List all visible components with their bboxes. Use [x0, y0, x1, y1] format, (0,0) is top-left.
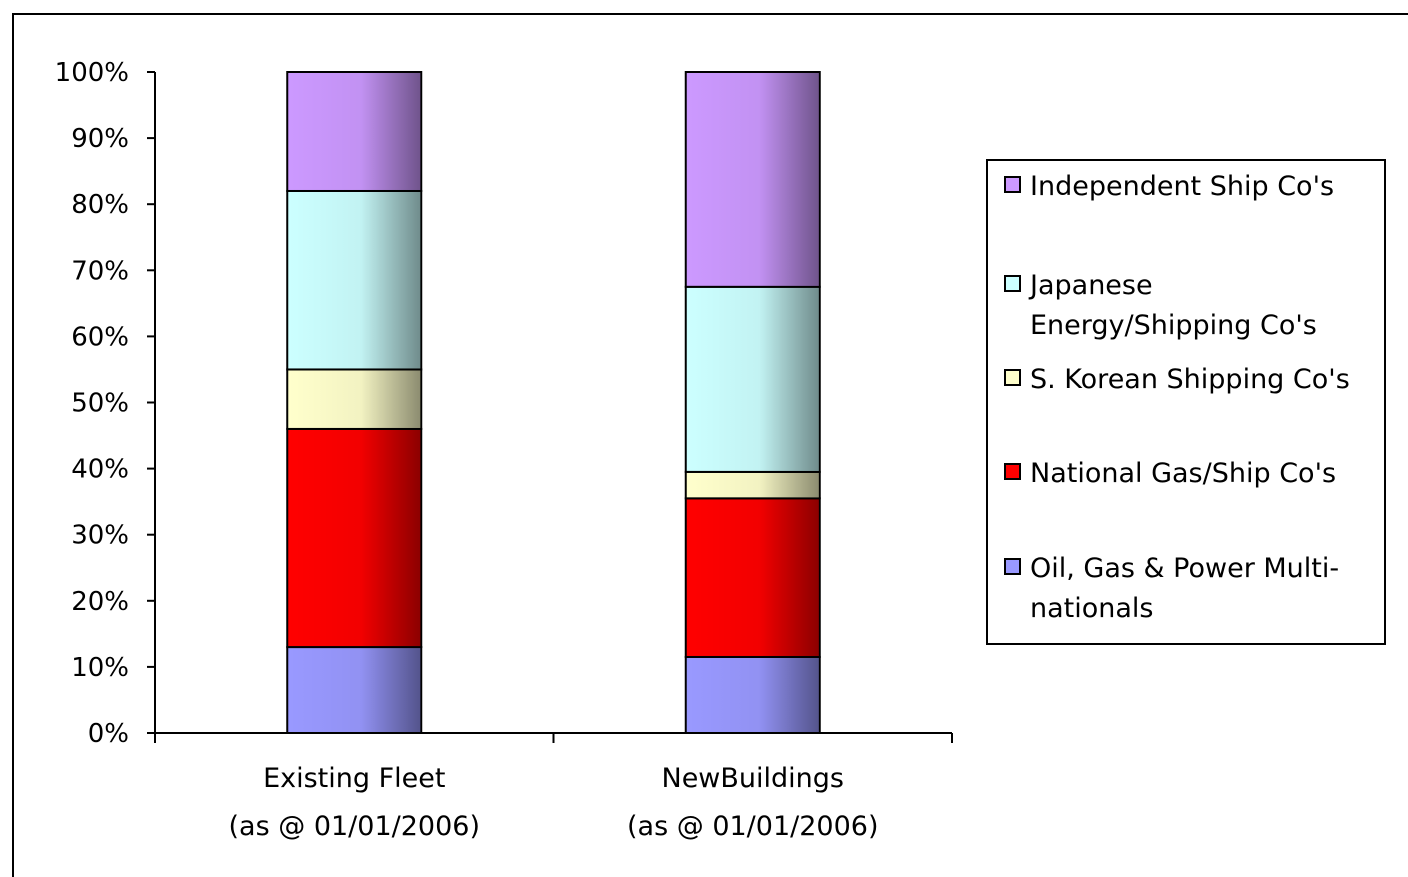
legend: Independent Ship Co's Japanese Energy/Ship…	[986, 159, 1386, 645]
bar-segment	[286, 646, 423, 735]
bar-segment	[684, 497, 821, 658]
bar-shade	[686, 499, 819, 656]
legend-item: Japanese Energy/Shipping Co's	[1004, 270, 1317, 341]
legend-label: Independent Ship Co's	[1030, 171, 1334, 202]
y-axis: 0% 10% 20% 30% 40% 50% 60% 70% 80% 90% 100%	[55, 58, 156, 749]
legend-box	[986, 159, 1386, 645]
legend-swatch	[1004, 275, 1021, 292]
bar-segment	[286, 189, 423, 371]
x-tick-label: NewBuildings	[662, 763, 845, 794]
bar-shade	[686, 73, 819, 286]
y-tick-label: 100%	[55, 58, 129, 88]
legend-label: nationals	[1030, 593, 1154, 624]
y-tick-label: 40%	[71, 455, 129, 485]
legend-label: Japanese	[1028, 270, 1153, 301]
y-tick-label: 20%	[71, 587, 129, 617]
bar-segment	[684, 470, 821, 500]
bar-shade	[686, 287, 819, 471]
x-tick-label: (as @ 01/01/2006)	[627, 811, 878, 842]
legend-swatch	[1004, 558, 1021, 575]
y-tick-label: 80%	[71, 190, 129, 220]
bar-segment	[684, 655, 821, 734]
bar-segment	[684, 285, 821, 473]
legend-swatch	[1004, 463, 1021, 480]
legend-item: Independent Ship Co's	[1004, 171, 1334, 202]
bars	[286, 71, 821, 735]
x-tick-label: Existing Fleet	[263, 763, 445, 794]
bar-segment	[684, 71, 821, 288]
legend-item: National Gas/Ship Co's	[1004, 458, 1336, 489]
legend-swatch	[1004, 176, 1021, 193]
bar-shade	[686, 472, 819, 498]
legend-swatch	[1004, 369, 1021, 386]
legend-label: Energy/Shipping Co's	[1030, 310, 1317, 341]
legend-items: Independent Ship Co's Japanese Energy/Ship…	[1004, 171, 1350, 624]
bar-shade	[288, 370, 421, 428]
x-axis: Existing Fleet (as @ 01/01/2006) NewBuildi…	[154, 732, 953, 842]
legend-label: S. Korean Shipping Co's	[1030, 364, 1350, 395]
legend-label: Oil, Gas & Power Multi-	[1030, 553, 1339, 584]
bar-shade	[288, 73, 421, 190]
x-tick-label: (as @ 01/01/2006)	[229, 811, 480, 842]
legend-item: Oil, Gas & Power Multi-nationals	[1004, 553, 1339, 624]
bar-shade	[288, 429, 421, 647]
y-tick-label: 30%	[71, 521, 129, 551]
y-tick-label: 70%	[71, 256, 129, 286]
y-tick-label: 10%	[71, 653, 129, 683]
bar-segment	[286, 71, 423, 192]
bar-shade	[288, 191, 421, 369]
y-tick-label: 90%	[71, 124, 129, 154]
y-tick-label: 0%	[88, 719, 129, 749]
legend-item: S. Korean Shipping Co's	[1004, 364, 1350, 395]
legend-label: National Gas/Ship Co's	[1030, 458, 1336, 489]
y-tick-label: 60%	[71, 322, 129, 352]
bar-segment	[286, 368, 423, 430]
y-tick-label: 50%	[71, 389, 129, 419]
bar-shade	[288, 648, 421, 732]
bar-segment	[286, 427, 423, 649]
bar-shade	[686, 657, 819, 732]
